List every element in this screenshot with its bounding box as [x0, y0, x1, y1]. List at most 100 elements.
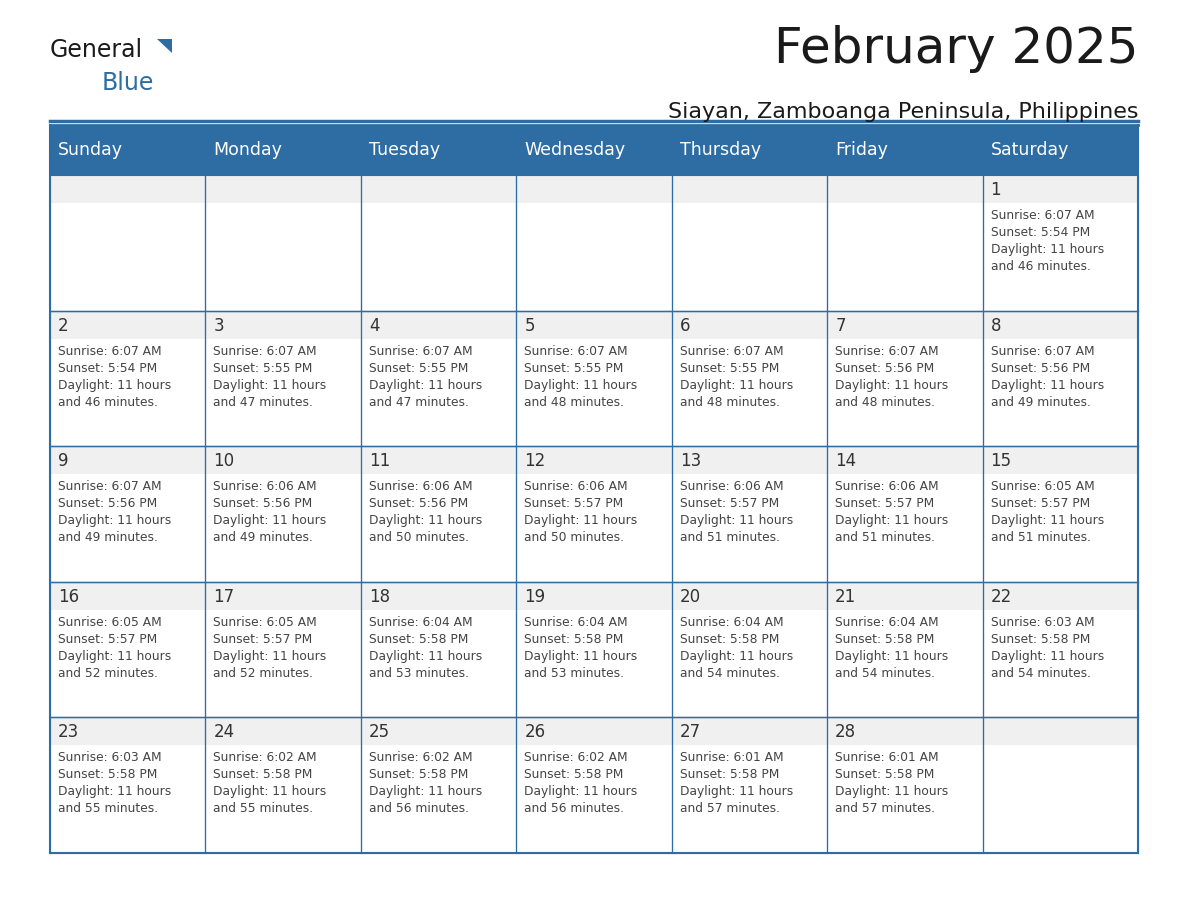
Text: 13: 13 — [680, 453, 701, 470]
Text: Sunrise: 6:07 AM
Sunset: 5:54 PM
Daylight: 11 hours
and 46 minutes.: Sunrise: 6:07 AM Sunset: 5:54 PM Dayligh… — [991, 209, 1104, 273]
Bar — [517, 446, 671, 475]
Bar — [50, 203, 206, 310]
Bar — [982, 475, 1138, 582]
Bar — [50, 175, 206, 310]
Bar — [206, 446, 361, 582]
Bar — [361, 175, 517, 203]
Bar — [361, 475, 517, 582]
Bar — [671, 717, 827, 745]
Bar — [50, 745, 206, 853]
Bar — [982, 339, 1138, 446]
Text: 21: 21 — [835, 588, 857, 606]
Bar — [827, 125, 982, 175]
Text: Sunrise: 6:07 AM
Sunset: 5:56 PM
Daylight: 11 hours
and 49 minutes.: Sunrise: 6:07 AM Sunset: 5:56 PM Dayligh… — [991, 344, 1104, 409]
Polygon shape — [157, 39, 172, 53]
Bar — [206, 745, 361, 853]
Bar — [827, 446, 982, 475]
Text: 9: 9 — [58, 453, 69, 470]
Bar — [982, 717, 1138, 853]
Bar — [50, 310, 206, 339]
Bar — [361, 446, 517, 582]
Bar — [827, 203, 982, 310]
Text: Sunrise: 6:02 AM
Sunset: 5:58 PM
Daylight: 11 hours
and 56 minutes.: Sunrise: 6:02 AM Sunset: 5:58 PM Dayligh… — [368, 752, 482, 815]
Text: Sunrise: 6:05 AM
Sunset: 5:57 PM
Daylight: 11 hours
and 51 minutes.: Sunrise: 6:05 AM Sunset: 5:57 PM Dayligh… — [991, 480, 1104, 544]
Bar — [517, 717, 671, 853]
Bar — [982, 582, 1138, 717]
Bar — [517, 745, 671, 853]
Text: Sunrise: 6:07 AM
Sunset: 5:55 PM
Daylight: 11 hours
and 48 minutes.: Sunrise: 6:07 AM Sunset: 5:55 PM Dayligh… — [524, 344, 638, 409]
Bar — [50, 310, 206, 446]
Bar — [50, 175, 206, 203]
Bar — [671, 446, 827, 475]
Text: Sunrise: 6:07 AM
Sunset: 5:55 PM
Daylight: 11 hours
and 47 minutes.: Sunrise: 6:07 AM Sunset: 5:55 PM Dayligh… — [368, 344, 482, 409]
Text: 3: 3 — [214, 317, 225, 334]
Text: Sunrise: 6:07 AM
Sunset: 5:56 PM
Daylight: 11 hours
and 49 minutes.: Sunrise: 6:07 AM Sunset: 5:56 PM Dayligh… — [58, 480, 171, 544]
Bar — [361, 717, 517, 853]
Bar — [827, 717, 982, 745]
Text: Sunrise: 6:04 AM
Sunset: 5:58 PM
Daylight: 11 hours
and 53 minutes.: Sunrise: 6:04 AM Sunset: 5:58 PM Dayligh… — [524, 616, 638, 680]
Bar — [671, 446, 827, 582]
Bar — [827, 310, 982, 446]
Text: Sunrise: 6:06 AM
Sunset: 5:56 PM
Daylight: 11 hours
and 50 minutes.: Sunrise: 6:06 AM Sunset: 5:56 PM Dayligh… — [368, 480, 482, 544]
Bar — [361, 582, 517, 610]
Bar — [827, 717, 982, 853]
Bar — [517, 582, 671, 610]
Bar — [517, 125, 671, 175]
Text: 20: 20 — [680, 588, 701, 606]
Bar — [517, 339, 671, 446]
Bar — [982, 745, 1138, 853]
Bar — [517, 175, 671, 203]
Bar — [827, 610, 982, 717]
Bar — [50, 475, 206, 582]
Text: 11: 11 — [368, 453, 390, 470]
Bar — [827, 175, 982, 203]
Text: Sunrise: 6:04 AM
Sunset: 5:58 PM
Daylight: 11 hours
and 54 minutes.: Sunrise: 6:04 AM Sunset: 5:58 PM Dayligh… — [680, 616, 792, 680]
Bar — [361, 610, 517, 717]
Bar — [982, 717, 1138, 745]
Bar — [671, 175, 827, 310]
Bar — [50, 125, 206, 175]
Bar — [206, 339, 361, 446]
Bar — [50, 610, 206, 717]
Bar — [517, 582, 671, 717]
Text: Tuesday: Tuesday — [368, 141, 440, 159]
Text: 22: 22 — [991, 588, 1012, 606]
Text: 2: 2 — [58, 317, 69, 334]
Text: 8: 8 — [991, 317, 1001, 334]
Bar — [982, 125, 1138, 175]
Bar — [206, 175, 361, 310]
Bar — [361, 310, 517, 446]
Bar — [206, 717, 361, 745]
Text: Sunrise: 6:06 AM
Sunset: 5:57 PM
Daylight: 11 hours
and 51 minutes.: Sunrise: 6:06 AM Sunset: 5:57 PM Dayligh… — [835, 480, 948, 544]
Bar — [206, 446, 361, 475]
Bar — [827, 310, 982, 339]
Text: Sunrise: 6:06 AM
Sunset: 5:56 PM
Daylight: 11 hours
and 49 minutes.: Sunrise: 6:06 AM Sunset: 5:56 PM Dayligh… — [214, 480, 327, 544]
Text: Monday: Monday — [214, 141, 283, 159]
Text: 26: 26 — [524, 723, 545, 742]
Bar — [517, 717, 671, 745]
Text: 25: 25 — [368, 723, 390, 742]
Bar — [982, 175, 1138, 310]
Text: 5: 5 — [524, 317, 535, 334]
Bar — [517, 446, 671, 582]
Bar — [50, 446, 206, 475]
Text: Sunrise: 6:04 AM
Sunset: 5:58 PM
Daylight: 11 hours
and 54 minutes.: Sunrise: 6:04 AM Sunset: 5:58 PM Dayligh… — [835, 616, 948, 680]
Bar — [671, 175, 827, 203]
Text: 14: 14 — [835, 453, 857, 470]
Text: 17: 17 — [214, 588, 234, 606]
Text: 4: 4 — [368, 317, 379, 334]
Bar — [671, 717, 827, 853]
Text: 19: 19 — [524, 588, 545, 606]
Text: 24: 24 — [214, 723, 234, 742]
Text: 27: 27 — [680, 723, 701, 742]
Text: 23: 23 — [58, 723, 80, 742]
Bar — [982, 610, 1138, 717]
Bar — [361, 717, 517, 745]
Bar — [982, 310, 1138, 446]
Bar — [50, 582, 206, 610]
Bar — [206, 610, 361, 717]
Bar — [517, 310, 671, 339]
Text: Sunrise: 6:02 AM
Sunset: 5:58 PM
Daylight: 11 hours
and 55 minutes.: Sunrise: 6:02 AM Sunset: 5:58 PM Dayligh… — [214, 752, 327, 815]
Bar — [361, 339, 517, 446]
Bar — [361, 203, 517, 310]
